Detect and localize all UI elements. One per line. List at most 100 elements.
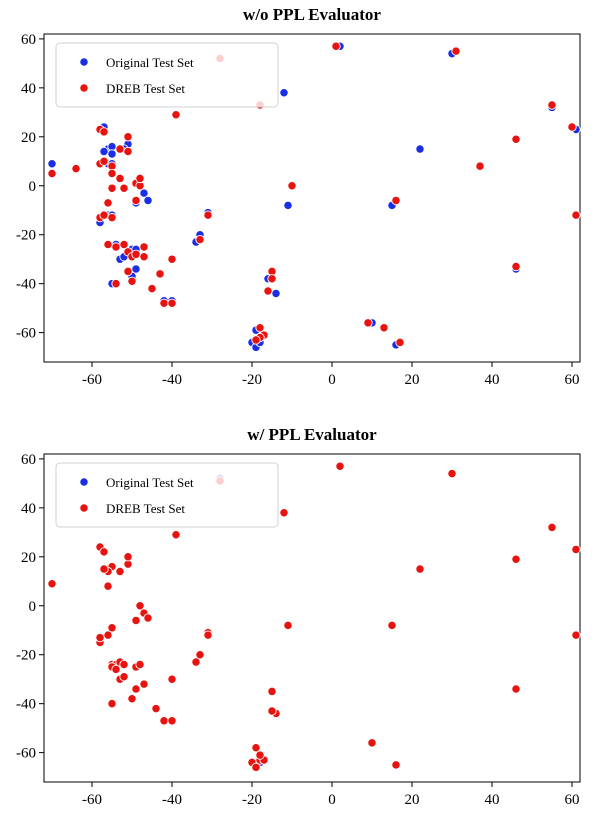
data-point: [143, 195, 153, 206]
data-point: [139, 252, 149, 262]
data-point: [71, 163, 81, 174]
data-point: [391, 195, 401, 206]
x-tick-label: 60: [565, 792, 580, 808]
data-point: [127, 694, 137, 704]
legend-label: DREB Test Set: [106, 81, 185, 96]
data-point: [111, 279, 121, 289]
data-point: [287, 181, 297, 191]
legend-label: Original Test Set: [106, 55, 194, 70]
x-tick-label: -40: [162, 792, 182, 808]
y-tick-label: 0: [29, 599, 37, 615]
data-point: [251, 743, 261, 753]
data-point: [167, 674, 177, 684]
data-point: [111, 242, 121, 252]
data-point: [99, 564, 109, 574]
data-point: [263, 286, 273, 296]
data-point: [123, 266, 133, 277]
data-point: [251, 335, 261, 345]
y-tick-label: 20: [21, 130, 36, 146]
data-point: [135, 659, 145, 670]
plot-frame: [43, 33, 581, 363]
data-point: [279, 508, 289, 518]
data-point: [511, 554, 521, 564]
data-point: [415, 144, 425, 154]
data-point: [335, 461, 345, 471]
data-point: [107, 168, 117, 179]
data-point: [103, 239, 113, 250]
data-point: [167, 716, 177, 726]
data-point: [115, 173, 125, 184]
data-point: [135, 173, 145, 184]
data-point: [547, 100, 557, 110]
data-point: [119, 183, 129, 193]
data-point: [475, 161, 485, 171]
data-point: [107, 212, 117, 223]
scatter-plot-bottom: w/ PPL Evaluator -60 -40 -20 0 20 40 60 -60 -40 -2…: [16, 425, 581, 808]
data-point: [131, 195, 141, 206]
data-point: [99, 156, 109, 166]
legend-marker: [79, 503, 89, 513]
data-point: [99, 146, 109, 157]
data-point: [387, 620, 397, 630]
y-tick-label: 60: [21, 32, 36, 48]
data-point: [47, 168, 57, 179]
data-point: [135, 601, 145, 611]
data-point: [103, 630, 113, 640]
data-point: [131, 615, 141, 626]
data-point: [191, 657, 201, 667]
data-point: [47, 579, 57, 589]
x-tick-label: 20: [405, 792, 420, 808]
x-tick-label: 0: [328, 792, 336, 808]
y-tick-label: 40: [21, 501, 36, 517]
chart-title: w/o PPL Evaluator: [243, 5, 381, 24]
data-point: [131, 249, 141, 259]
data-point: [119, 659, 129, 670]
data-point: [111, 664, 121, 675]
data-point: [415, 564, 425, 574]
data-point: [571, 210, 581, 220]
data-point: [47, 159, 57, 169]
data-point: [195, 650, 205, 660]
y-tick-label: -40: [16, 697, 36, 713]
data-point: [107, 149, 117, 159]
data-point: [171, 110, 181, 120]
data-point: [267, 706, 277, 716]
series-dreb: [47, 461, 581, 772]
x-tick-label: -60: [82, 372, 102, 388]
data-point: [171, 530, 181, 540]
data-point: [127, 276, 137, 286]
data-point: [251, 762, 261, 772]
data-point: [139, 679, 149, 689]
data-point: [363, 318, 373, 328]
y-tick-label: 20: [21, 550, 36, 566]
data-point: [139, 188, 149, 198]
data-point: [115, 566, 125, 577]
data-point: [379, 323, 389, 333]
data-point: [107, 183, 117, 193]
x-tick-label: 60: [565, 372, 580, 388]
data-point: [331, 41, 341, 51]
data-point: [511, 134, 521, 144]
data-point: [391, 760, 401, 770]
data-point: [143, 613, 153, 623]
chart-bottom: w/ PPL Evaluator -60 -40 -20 0 20 40 60 -60 -40 -2…: [0, 420, 592, 820]
data-point: [95, 632, 105, 643]
data-point: [267, 274, 277, 284]
data-point: [367, 738, 377, 748]
data-point: [283, 200, 293, 210]
series-dreb: [47, 41, 581, 348]
data-point: [147, 283, 157, 294]
data-point: [271, 288, 281, 299]
data-point: [123, 552, 133, 562]
data-point: [279, 88, 289, 98]
legend-marker: [79, 477, 89, 487]
y-tick-label: -20: [16, 228, 36, 244]
scatter-plot-top: w/o PPL Evaluator -60 -40 -20 0 20 40 60 -60 -40 -…: [16, 5, 581, 388]
legend-box: [55, 462, 279, 528]
x-tick-label: 0: [328, 372, 336, 388]
legend-box: [55, 42, 279, 108]
data-point: [123, 146, 133, 157]
y-tick-label: -20: [16, 648, 36, 664]
data-point: [99, 127, 109, 137]
data-point: [283, 620, 293, 630]
